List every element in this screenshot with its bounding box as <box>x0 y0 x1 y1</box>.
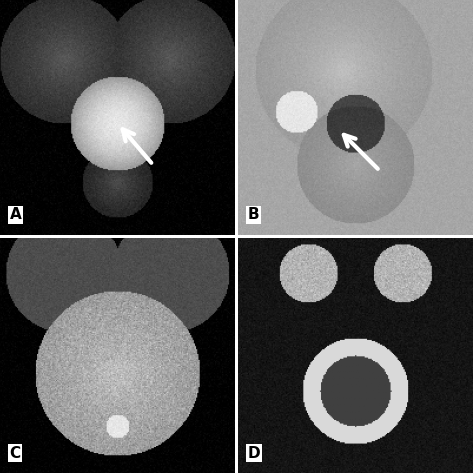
Text: B: B <box>248 207 259 222</box>
Text: D: D <box>248 446 261 461</box>
Text: A: A <box>9 207 21 222</box>
Text: C: C <box>9 446 20 461</box>
